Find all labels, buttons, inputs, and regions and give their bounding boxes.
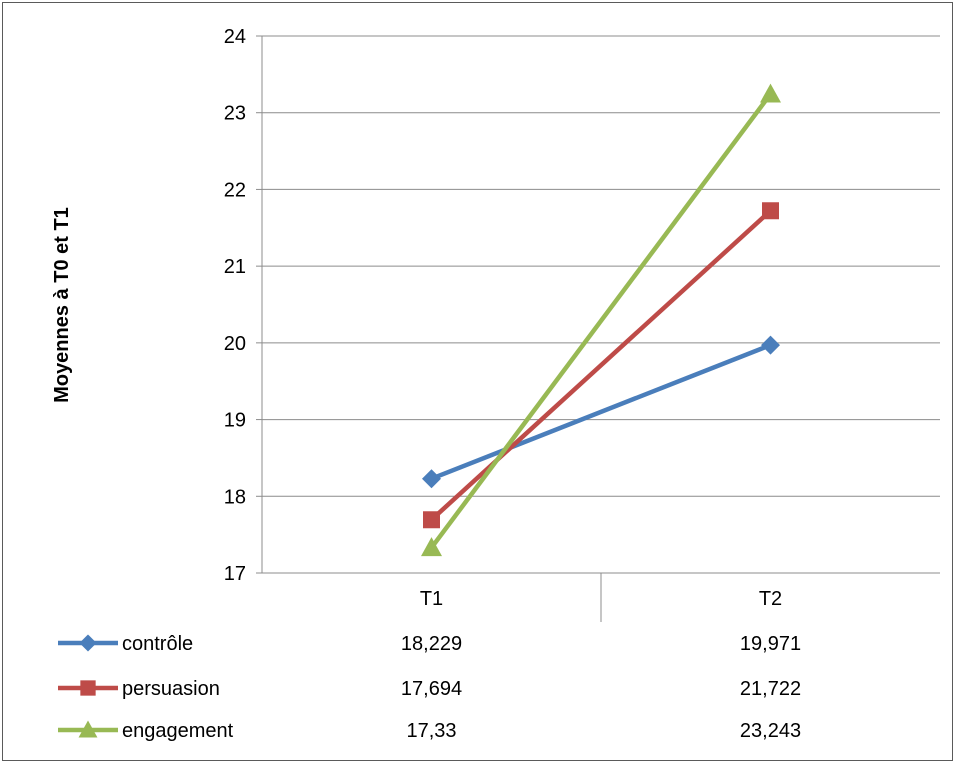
x-tick-label: T1 — [420, 588, 443, 610]
table-cell-value: 19,971 — [740, 633, 801, 655]
x-tick-label: T2 — [759, 588, 782, 610]
y-tick-labels: 17 18 19 20 21 22 23 24 — [224, 26, 246, 585]
diamond-marker — [761, 335, 780, 355]
table-cell-value: 18,229 — [401, 633, 462, 655]
legend-label: engagement — [122, 720, 234, 742]
table-cell-value: 23,243 — [740, 720, 801, 742]
y-tick-label: 24 — [224, 26, 246, 48]
diamond-marker — [79, 634, 97, 652]
triangle-marker — [760, 83, 781, 103]
data-table: contrôle 18,229 19,971 persuasion 17,694 21,7… — [58, 633, 801, 742]
square-marker — [80, 680, 96, 696]
series-lines — [429, 92, 773, 550]
square-marker — [423, 511, 440, 529]
y-tick-label: 22 — [224, 179, 246, 201]
series-line — [429, 209, 773, 522]
gridlines — [262, 35, 940, 497]
table-cell-value: 21,722 — [740, 678, 801, 700]
axes — [256, 35, 940, 622]
triangle-marker — [421, 537, 442, 557]
y-axis-label: Moyennes à T0 et T1 — [51, 207, 73, 403]
legend-label: persuasion — [122, 678, 220, 700]
x-tick-labels: T1 T2 — [420, 588, 782, 610]
y-tick-label: 19 — [224, 410, 246, 432]
legend-label: contrôle — [122, 633, 193, 655]
y-tick-label: 23 — [224, 103, 246, 125]
square-marker — [762, 202, 779, 220]
series-line — [429, 92, 773, 550]
y-tick-label: 20 — [224, 333, 246, 355]
series-line — [430, 342, 772, 481]
series-markers — [421, 83, 781, 557]
triangle-marker — [78, 720, 98, 738]
diamond-marker — [422, 469, 441, 489]
y-tick-label: 21 — [224, 256, 246, 278]
table-cell-value: 17,694 — [401, 678, 462, 700]
y-tick-label: 17 — [224, 563, 246, 585]
table-cell-value: 17,33 — [406, 720, 456, 742]
y-tick-label: 18 — [224, 486, 246, 508]
